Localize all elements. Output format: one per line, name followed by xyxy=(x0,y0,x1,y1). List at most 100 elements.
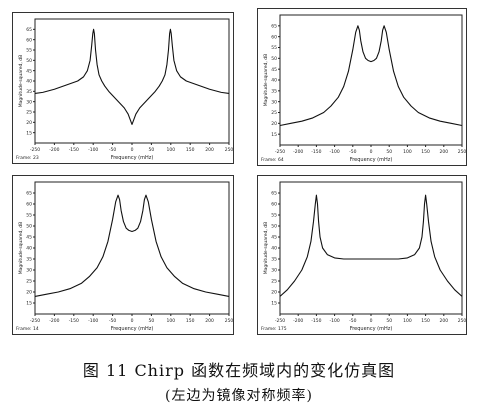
x-tick-label: -100 xyxy=(88,318,98,324)
x-tick-label: 150 xyxy=(421,149,430,155)
frame-label: Frame: 64 xyxy=(261,157,284,163)
x-tick-label: 200 xyxy=(205,318,214,324)
chart-panel-4: -250 -200 -150 -100 -50 0 50 100 150 200 250 15 20 25… xyxy=(257,175,467,335)
y-tick-label: 60 xyxy=(26,202,32,208)
plot-area xyxy=(279,181,463,315)
x-tick-label: 50 xyxy=(149,318,155,324)
x-tick-label: 0 xyxy=(131,318,134,324)
y-tick-label: 20 xyxy=(271,121,277,127)
y-tick-label: 15 xyxy=(26,301,32,307)
frame-label: Frame: 23 xyxy=(16,155,39,161)
x-tick-label: -150 xyxy=(69,147,79,153)
x-tick-label: 100 xyxy=(167,147,176,153)
chart-svg: -250 -200 -150 -100 -50 0 50 100 150 200 250 15 20 25… xyxy=(16,181,233,332)
x-tick-label: -250 xyxy=(275,318,285,324)
x-tick-label: -250 xyxy=(30,147,40,153)
series-line xyxy=(279,25,463,127)
x-tick-label: 50 xyxy=(386,149,392,155)
x-tick-label: 250 xyxy=(225,318,233,324)
x-tick-label: -250 xyxy=(275,149,285,155)
y-tick-label: 45 xyxy=(26,68,32,74)
x-tick-label: -150 xyxy=(311,149,321,155)
y-tick-label: 20 xyxy=(271,290,277,296)
x-tick-label: 0 xyxy=(131,147,134,153)
x-tick-label: 200 xyxy=(440,318,449,324)
y-axis-label: Magnitude-squared, dB xyxy=(263,222,269,274)
y-tick-label: 40 xyxy=(26,79,32,85)
y-tick-label: 50 xyxy=(26,58,32,64)
x-tick-label: 150 xyxy=(186,318,195,324)
x-tick-label: 200 xyxy=(205,147,214,153)
y-tick-label: 50 xyxy=(271,56,277,62)
y-tick-label: 40 xyxy=(271,246,277,252)
x-tick-label: 50 xyxy=(386,318,392,324)
series-line xyxy=(279,194,463,297)
y-tick-label: 60 xyxy=(271,34,277,40)
frame-label: Frame: 14 xyxy=(16,326,39,332)
x-tick-label: 150 xyxy=(186,147,195,153)
y-tick-label: 65 xyxy=(271,23,277,29)
x-tick-label: 0 xyxy=(370,149,373,155)
y-tick-label: 25 xyxy=(271,110,277,116)
x-tick-label: -50 xyxy=(109,318,116,324)
y-tick-label: 55 xyxy=(26,48,32,54)
x-tick-label: 250 xyxy=(458,318,466,324)
y-tick-label: 60 xyxy=(271,202,277,208)
plot-area xyxy=(34,181,230,315)
x-axis-label: Frequency (mHz) xyxy=(111,155,154,161)
y-tick-label: 45 xyxy=(271,235,277,241)
x-tick-label: 100 xyxy=(167,318,176,324)
x-axis-label: Frequency (mHz) xyxy=(350,326,393,332)
figure-subcaption: (左边为镜像对称频率) xyxy=(165,388,313,404)
y-tick-label: 15 xyxy=(271,301,277,307)
y-tick-label: 45 xyxy=(271,67,277,73)
x-tick-label: 250 xyxy=(458,149,466,155)
chart-svg: -250 -200 -150 -100 -50 0 50 100 150 200 250 15 20 25… xyxy=(16,18,233,161)
x-tick-label: 200 xyxy=(440,149,449,155)
x-tick-label: 250 xyxy=(225,147,233,153)
y-tick-label: 25 xyxy=(26,279,32,285)
y-tick-label: 40 xyxy=(271,78,277,84)
y-tick-label: 55 xyxy=(271,213,277,219)
x-tick-label: -100 xyxy=(88,147,98,153)
y-tick-label: 25 xyxy=(271,279,277,285)
y-axis-label: Magnitude-squared, dB xyxy=(263,54,269,106)
y-tick-label: 25 xyxy=(26,110,32,116)
chart-panel-3: -250 -200 -150 -100 -50 0 50 100 150 200 250 15 20 25… xyxy=(12,175,234,335)
series-line xyxy=(34,28,230,125)
x-tick-label: -150 xyxy=(69,318,79,324)
x-tick-label: -50 xyxy=(349,318,356,324)
x-tick-label: -250 xyxy=(30,318,40,324)
y-tick-label: 30 xyxy=(271,99,277,105)
frame-label: Frame: 175 xyxy=(261,326,287,332)
y-axis-label: Magnitude-squared, dB xyxy=(18,55,24,107)
x-axis-label: Frequency (mHz) xyxy=(350,157,393,163)
y-tick-label: 50 xyxy=(271,224,277,230)
x-tick-label: -100 xyxy=(329,318,339,324)
y-tick-label: 15 xyxy=(271,132,277,138)
x-tick-label: -200 xyxy=(293,149,303,155)
plot-area xyxy=(279,14,463,146)
chart-panel-1: -250 -200 -150 -100 -50 0 50 100 150 200 250 15 20 25… xyxy=(12,12,234,164)
y-tick-label: 50 xyxy=(26,224,32,230)
x-tick-label: -150 xyxy=(311,318,321,324)
y-tick-label: 20 xyxy=(26,290,32,296)
figure-caption: 图 11 Chirp 函数在频域内的变化仿真图 xyxy=(82,361,396,380)
y-tick-label: 55 xyxy=(26,213,32,219)
y-tick-label: 35 xyxy=(26,257,32,263)
y-tick-label: 35 xyxy=(26,89,32,95)
y-tick-label: 30 xyxy=(26,268,32,274)
y-tick-label: 65 xyxy=(26,191,32,197)
plot-area xyxy=(34,18,230,144)
y-tick-label: 65 xyxy=(26,27,32,33)
y-tick-label: 65 xyxy=(271,191,277,197)
y-tick-label: 40 xyxy=(26,246,32,252)
y-tick-label: 35 xyxy=(271,257,277,263)
x-tick-label: -200 xyxy=(49,147,59,153)
x-tick-label: -50 xyxy=(349,149,356,155)
chart-svg: -250 -200 -150 -100 -50 0 50 100 150 200 250 15 20 25… xyxy=(261,14,466,163)
y-tick-label: 60 xyxy=(26,37,32,43)
y-tick-label: 30 xyxy=(26,99,32,105)
y-tick-label: 30 xyxy=(271,268,277,274)
x-tick-label: 150 xyxy=(421,318,430,324)
